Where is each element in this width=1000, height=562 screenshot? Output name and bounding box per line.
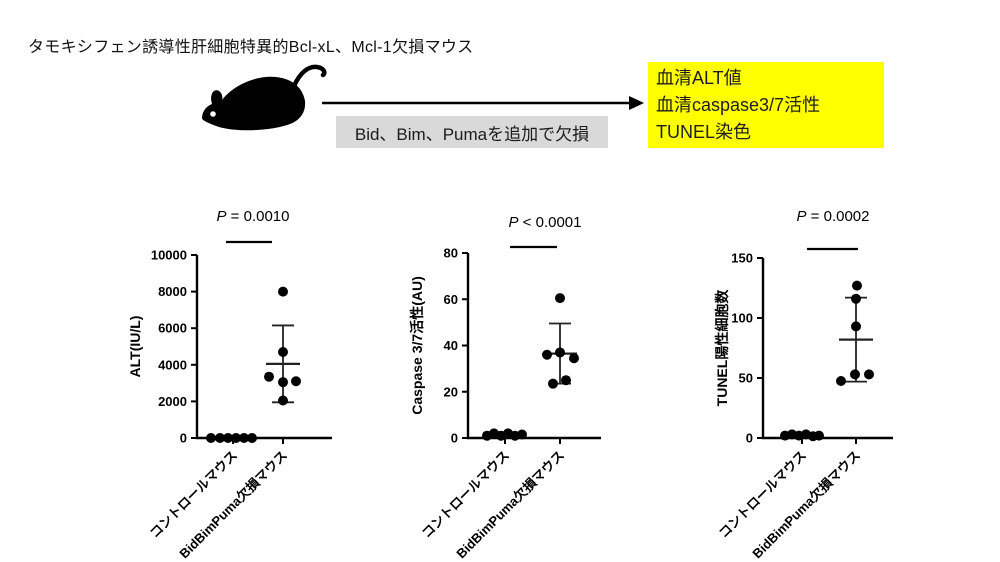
outcome-measures-box: 血清ALT値 血清caspase3/7活性 TUNEL染色	[648, 62, 884, 148]
data-point	[814, 430, 824, 441]
mouse-eye	[210, 111, 216, 117]
mouse-tail	[291, 64, 327, 89]
data-point	[223, 433, 233, 443]
mouse-body	[201, 76, 306, 131]
data-point	[561, 375, 571, 386]
data-point	[548, 378, 558, 389]
y-tick-label: 50	[739, 371, 753, 386]
data-point	[278, 286, 288, 297]
data-point	[569, 353, 579, 364]
data-point	[852, 280, 862, 291]
data-point	[542, 349, 552, 360]
y-tick-label: 6000	[158, 321, 187, 336]
data-point	[864, 369, 874, 380]
data-point	[206, 433, 216, 443]
x-category-label: コントロールマウス	[716, 448, 809, 541]
y-tick-label: 100	[731, 311, 753, 326]
data-point	[278, 377, 288, 388]
y-tick-label: 4000	[158, 357, 187, 372]
x-category-label: BidBimPuma欠損マウス	[453, 448, 567, 562]
data-point	[850, 369, 860, 380]
data-point	[851, 321, 861, 332]
data-point	[264, 371, 274, 382]
y-tick-label: 0	[180, 431, 187, 446]
y-axis-title: TUNEL陽性細胞数	[714, 289, 730, 407]
data-point	[291, 376, 301, 387]
y-tick-label: 0	[746, 431, 753, 446]
data-point	[239, 433, 249, 443]
y-tick-label: 60	[444, 292, 458, 307]
y-axis-title: Caspase 3/7活性(AU)	[409, 276, 425, 415]
arrow-head	[629, 96, 644, 110]
data-point	[278, 395, 288, 406]
data-point	[215, 433, 225, 443]
data-point	[247, 433, 257, 443]
outcome-line-tunel: TUNEL染色	[656, 122, 752, 142]
p-value-label: P = 0.0010	[217, 208, 290, 225]
data-point	[231, 433, 241, 443]
data-point	[836, 376, 846, 386]
data-point	[555, 347, 565, 358]
y-tick-label: 150	[731, 251, 753, 266]
x-category-label: BidBimPuma欠損マウス	[749, 448, 863, 562]
data-point	[851, 293, 861, 304]
y-tick-label: 8000	[158, 284, 187, 299]
y-tick-label: 2000	[158, 394, 187, 409]
data-point	[555, 293, 565, 304]
scatter-chart-1: 0 2000 4000 6000 8000 10000 ALT(IU/L) コントロールマウス…	[127, 208, 332, 561]
y-tick-label: 0	[451, 431, 458, 446]
y-tick-label: 80	[444, 246, 458, 261]
y-tick-label: 20	[444, 384, 458, 399]
arrow-icon	[322, 96, 644, 110]
additional-knockout-label: Bid、Bim、Pumaを追加で欠損	[336, 116, 608, 148]
scatter-chart-3: 0 50 100 150 TUNEL陽性細胞数コントロールマウスBidBimPuma欠損…	[714, 208, 893, 561]
p-value-label: P < 0.0001	[509, 214, 582, 231]
y-axis-title: ALT(IU/L)	[127, 316, 143, 378]
outcome-line-caspase: 血清caspase3/7活性	[656, 95, 821, 115]
p-value-label: P = 0.0002	[797, 208, 870, 225]
y-tick-label: 40	[444, 338, 458, 353]
data-point	[278, 346, 288, 357]
outcome-line-alt: 血清ALT値	[656, 68, 742, 88]
data-point	[517, 429, 527, 440]
mouse-silhouette-icon	[201, 64, 327, 131]
figure-title: タモキシフェン誘導性肝細胞特異的Bcl-xL、Mcl-1欠損マウス	[28, 39, 474, 56]
x-category-label: コントロールマウス	[147, 448, 240, 541]
y-tick-label: 10000	[151, 248, 187, 263]
